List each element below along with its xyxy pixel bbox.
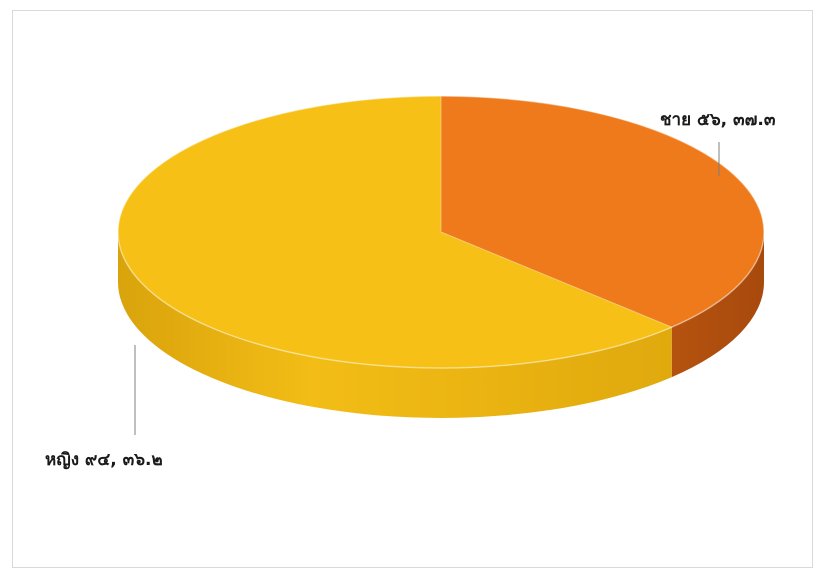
data-label-1: หญิง ๙๔, ๓๖.๒ bbox=[45, 450, 163, 470]
pie-layer bbox=[110, 96, 772, 418]
data-label-0: ชาย ๕๖, ๓๗.๓ bbox=[660, 110, 776, 130]
